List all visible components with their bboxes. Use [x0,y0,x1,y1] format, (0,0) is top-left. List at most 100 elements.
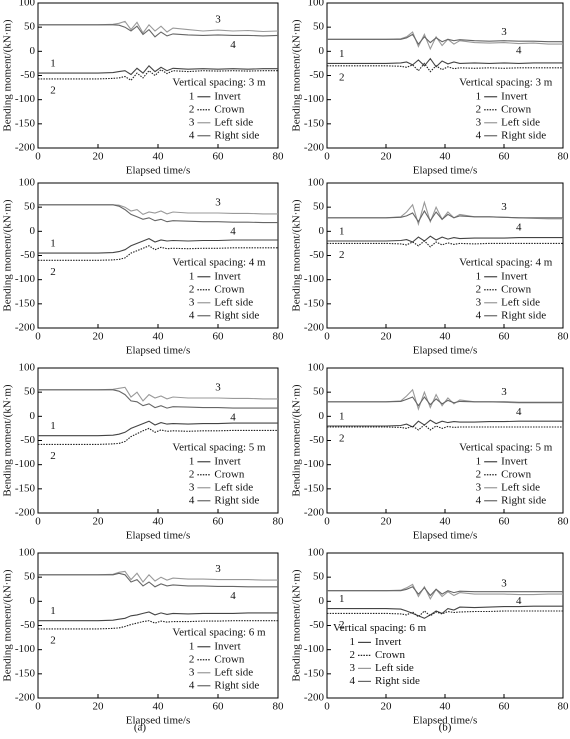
y-tick-label: -50 [309,434,324,446]
y-tick-label: 100 [308,362,325,374]
legend-number: 4 [476,494,482,506]
y-tick-label: -200 [304,142,325,154]
legend-label: Left side [214,296,253,308]
legend-label: Left side [501,481,540,493]
y-tick-label: -200 [15,692,36,704]
series-line [38,570,278,583]
legend-label: Left side [501,116,540,128]
y-tick-label: -100 [15,458,36,470]
curve-label: 3 [501,578,507,590]
x-tick-label: 60 [499,516,511,528]
y-tick-label: -100 [304,458,325,470]
y-tick-label: 50 [24,386,36,398]
curve-label: 2 [339,249,345,261]
legend-label: Invert [214,270,240,282]
legend-number: 2 [189,283,195,295]
legend-title: Vertical spacing: 4 m [172,256,266,268]
y-tick-label: -150 [304,117,325,129]
y-tick-label: -100 [15,93,36,105]
legend-number: 4 [189,679,195,691]
series-line [38,237,278,254]
curve-label: 3 [501,201,507,213]
y-tick-label: -200 [304,507,325,519]
y-tick-label: -100 [304,643,325,655]
y-tick-label: -200 [15,507,36,519]
y-tick-label: 50 [313,571,325,583]
legend-label: Invert [214,90,240,102]
legend-label: Crown [214,468,244,480]
curve-label: 1 [339,411,345,423]
y-tick-label: -200 [15,142,36,154]
panel-caption: (a) [134,722,147,734]
x-tick-label: 0 [35,516,41,528]
legend-number: 3 [350,662,356,674]
legend-number: 2 [350,649,356,661]
x-tick-label: 40 [440,516,452,528]
y-axis-label: Bending moment/(kN·m) [2,199,14,311]
x-tick-label: 0 [324,701,330,713]
x-tick-label: 20 [381,151,393,163]
x-tick-label: 40 [153,701,165,713]
legend-number: 2 [189,468,195,480]
curve-label: 2 [50,634,56,646]
legend-number: 1 [350,636,356,648]
y-tick-label: 0 [319,410,325,422]
series-line [38,427,278,445]
x-tick-label: 80 [273,331,285,343]
y-axis-label: Bending moment/(kN·m) [291,19,303,131]
legend-label: Right side [375,675,420,687]
legend-label: Crown [501,283,531,295]
y-tick-label: -100 [304,273,325,285]
curve-label: 2 [339,71,345,83]
curve-label: 3 [501,386,507,398]
y-tick-label: 100 [19,362,36,374]
curve-label: 1 [50,238,56,250]
x-tick-label: 20 [381,701,393,713]
legend-label: Right side [214,129,259,141]
legend-label: Invert [214,640,240,652]
series-line [38,245,278,261]
y-tick-label: 0 [30,595,36,607]
x-tick-label: 40 [440,151,452,163]
series-line [327,235,563,243]
curve-label: 3 [215,381,221,393]
x-tick-label: 80 [273,701,285,713]
x-tick-label: 20 [93,331,105,343]
legend-number: 4 [189,309,195,321]
y-tick-label: 100 [308,0,325,9]
curve-label: 3 [215,196,221,208]
curve-label: 2 [50,84,56,96]
legend-label: Right side [214,679,259,691]
legend-title: Vertical spacing: 6 m [172,626,266,638]
x-tick-label: 0 [35,701,41,713]
y-tick-label: 50 [24,201,36,213]
legend-number: 4 [189,129,195,141]
series-line [327,240,563,248]
legend-label: Right side [501,129,546,141]
x-tick-label: 20 [93,516,105,528]
curve-label: 3 [501,26,507,38]
legend-number: 1 [189,90,195,102]
legend-label: Crown [375,649,405,661]
legend-label: Invert [375,636,401,648]
x-axis-label: Elapsed time/s [126,530,190,542]
legend-number: 3 [476,481,482,493]
curve-label: 4 [516,221,522,233]
y-axis-label: Bending moment/(kN·m) [291,199,303,311]
x-tick-label: 0 [35,331,41,343]
series-line [327,209,563,223]
x-tick-label: 0 [35,151,41,163]
x-tick-label: 80 [273,151,285,163]
series-line [327,200,563,227]
y-tick-label: 50 [313,21,325,33]
legend-label: Right side [214,494,259,506]
legend-label: Crown [214,283,244,295]
series-line [327,610,563,618]
x-tick-label: 0 [324,151,330,163]
y-tick-label: 50 [24,21,36,33]
series-line [327,419,563,428]
legend-label: Right side [501,309,546,321]
legend-number: 4 [189,494,195,506]
curve-label: 4 [516,45,522,57]
curve-label: 2 [50,450,56,462]
